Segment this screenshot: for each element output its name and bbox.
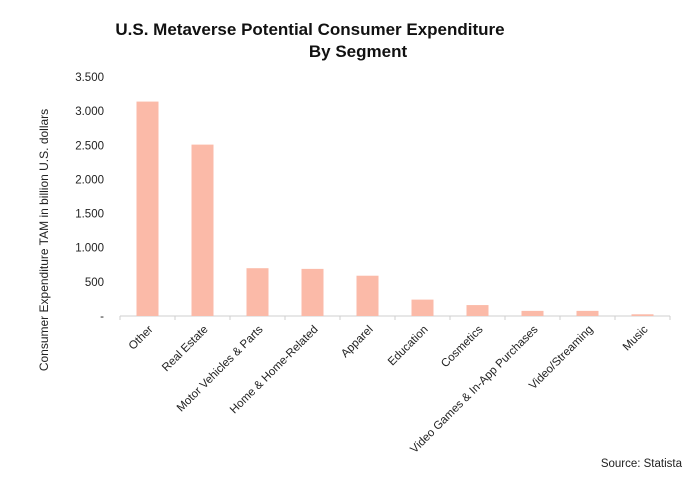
bar (466, 305, 489, 316)
bar (576, 310, 599, 316)
bar (356, 275, 379, 316)
y-axis: - 500 1.000 1.500 2.000 2.500 3.000 3.500 (75, 72, 104, 323)
y-tick-label: 3.500 (75, 72, 104, 84)
bar (411, 299, 434, 316)
bar (631, 314, 654, 316)
bar (301, 268, 324, 316)
x-tick-label: Video Games & In-App Purchases (408, 323, 540, 455)
bar (521, 310, 544, 316)
y-tick-label: 1.500 (75, 209, 104, 221)
y-axis-title: Consumer Expenditure TAM in billion U.S.… (37, 109, 51, 371)
x-tick-label: Cosmetics (439, 323, 486, 370)
y-tick-label: 1.000 (75, 243, 104, 255)
y-tick-label: 3.000 (75, 106, 104, 118)
y-tick-label: - (100, 311, 104, 323)
chart-title-line-1: U.S. Metaverse Potential Consumer Expend… (115, 20, 504, 39)
bar (246, 268, 269, 316)
y-tick-label: 2.500 (75, 140, 104, 152)
source-note: Source: Statista (601, 458, 683, 470)
x-tick-label: Other (127, 324, 156, 353)
y-tick-label: 500 (85, 277, 104, 289)
y-tick-label: 2.000 (75, 174, 104, 186)
bars (136, 101, 654, 316)
x-tick-label: Real Estate (160, 324, 211, 375)
x-tick-label: Music (621, 323, 651, 353)
x-axis-ticks (119, 316, 671, 320)
chart-title-line-2: By Segment (309, 42, 408, 61)
x-tick-label: Apparel (339, 324, 376, 361)
bar (136, 101, 159, 316)
bar (191, 144, 214, 316)
x-tick-label: Education (386, 324, 431, 369)
